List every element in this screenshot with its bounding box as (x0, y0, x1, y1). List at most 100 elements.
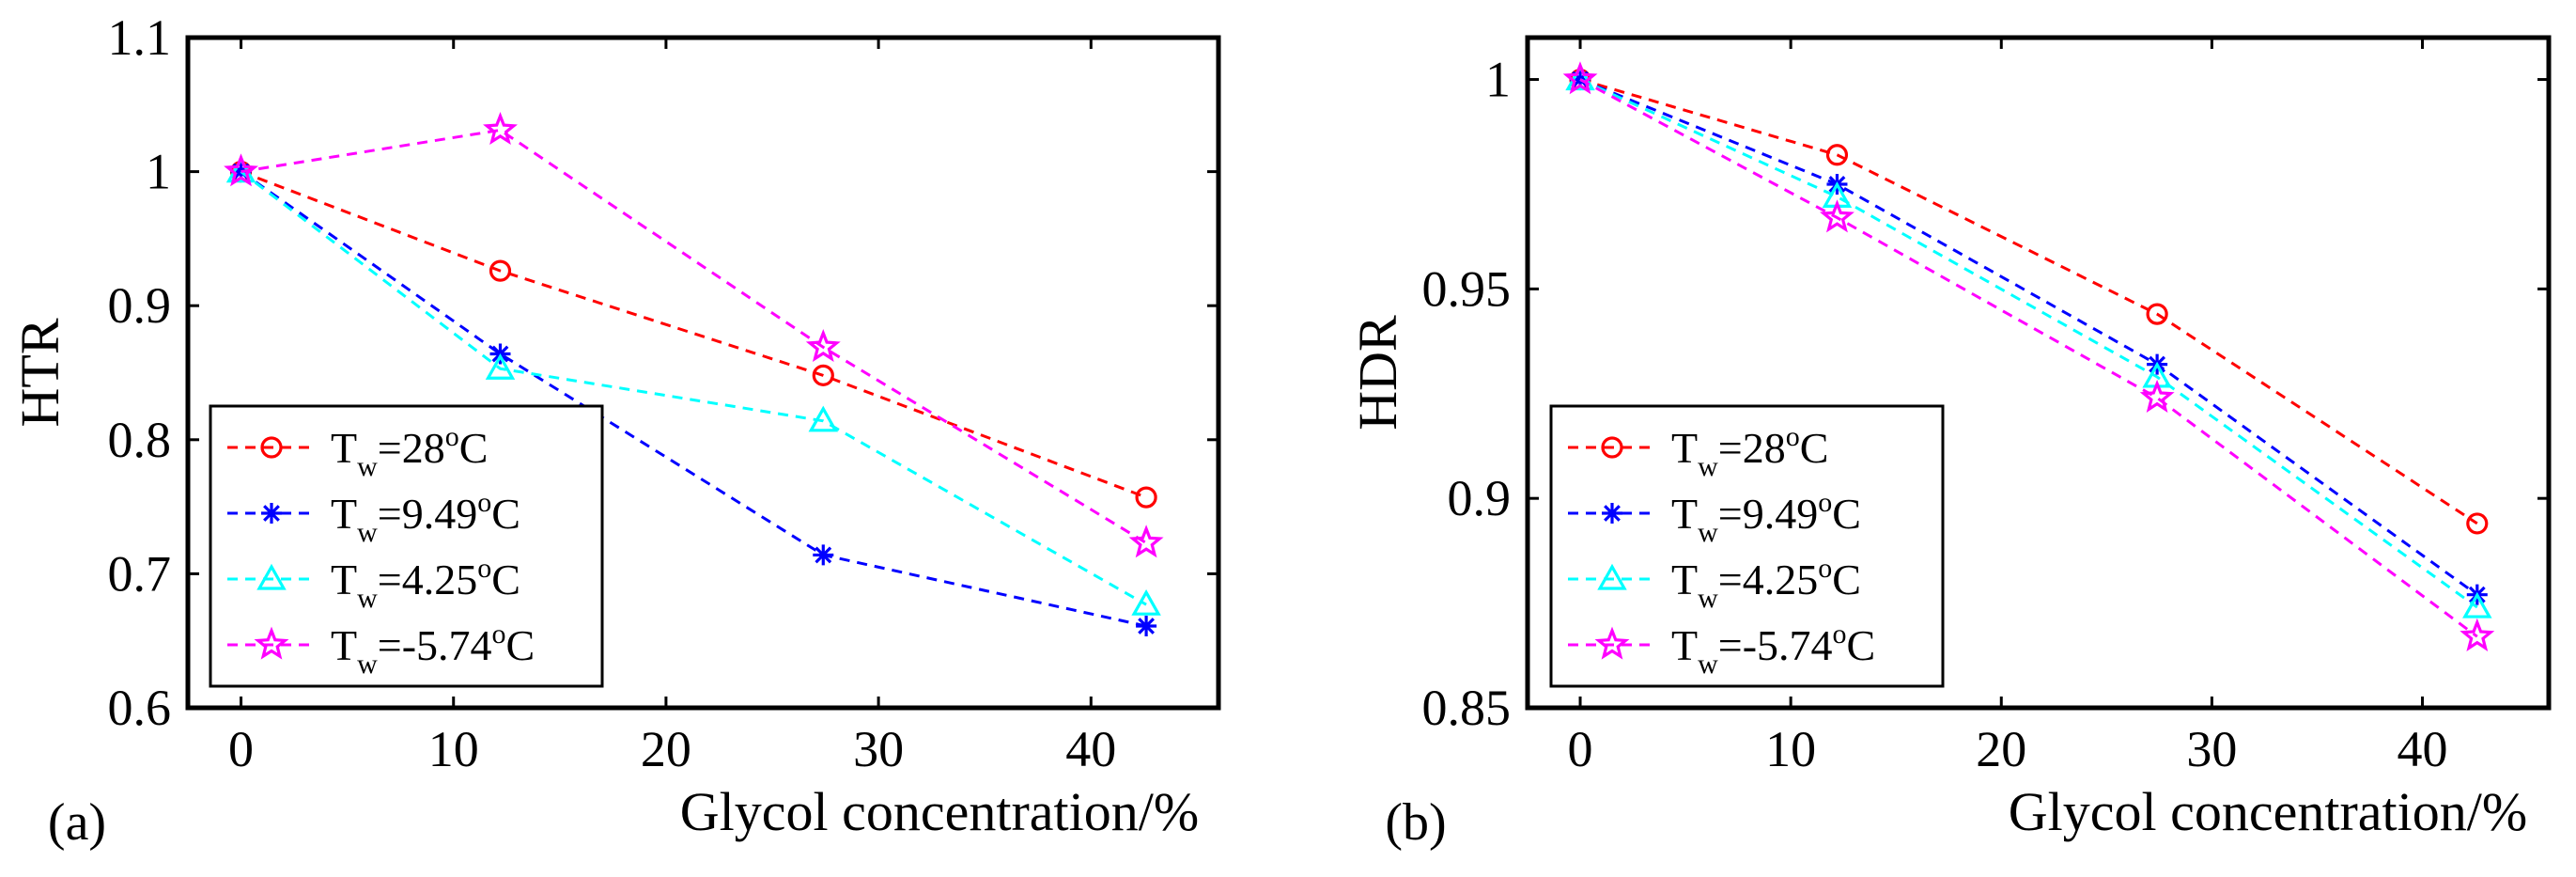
legend-label-val: =4.25 (1718, 556, 1818, 603)
legend-marker (1594, 626, 1630, 660)
legend-label-sub: w (357, 517, 378, 548)
data-point-star (483, 112, 518, 146)
plot-frame (1525, 35, 2552, 711)
y-tick-label: 0.8 (108, 412, 172, 468)
series-line (1579, 78, 2478, 609)
legend-label-unit: C (1832, 556, 1861, 603)
legend-label: Tw=9.49oC (1671, 487, 1861, 548)
y-tick-label: 1 (146, 144, 171, 200)
series-line (241, 128, 1147, 544)
legend-item: Tw=-5.74oC (227, 619, 535, 680)
data-point-asterisk (813, 544, 834, 566)
legend-label-main: T (331, 424, 357, 472)
x-tick-label: 40 (2398, 721, 2448, 777)
legend-label-val: =-5.74 (1718, 621, 1833, 669)
legend-label-sup: o (1818, 553, 1832, 584)
legend-marker (256, 563, 287, 590)
x-tick-label: 20 (1976, 721, 2026, 777)
x-tick-label: 10 (428, 721, 479, 777)
legend-label: Tw=9.49oC (331, 487, 520, 548)
legend-label-main: T (1671, 490, 1698, 538)
series-line (240, 170, 1147, 499)
data-point-star (805, 329, 841, 363)
x-tick-label: 10 (1765, 721, 1816, 777)
y-tick-label: 1 (1485, 52, 1511, 108)
legend-marker (260, 436, 283, 459)
chart-panel-b: 0 10 20 30 40 0.85 0.9 0.95 1 Glycol concentratio… (1347, 35, 2552, 852)
data-point-star (2139, 379, 2175, 413)
legend-label-sub: w (357, 451, 378, 482)
data-point-triangle (808, 405, 839, 432)
legend-label-sub: w (1698, 583, 1718, 614)
y-tick-label: 0.7 (108, 545, 172, 602)
y-tick-label: 0.9 (108, 277, 172, 334)
data-point-circle (489, 259, 512, 282)
legend-label-sub: w (1698, 649, 1718, 680)
data-point-circle (1825, 144, 1849, 166)
series-0 (1569, 68, 2489, 535)
x-axis-label: Glycol concentration/% (680, 781, 1199, 842)
series-3 (224, 112, 1164, 558)
legend-label: Tw=4.25oC (1671, 553, 1861, 614)
legend-marker (1602, 503, 1622, 524)
x-tick-label: 40 (1065, 721, 1116, 777)
plot-frame (185, 35, 1221, 711)
legend-label-main: T (331, 621, 357, 669)
legend-marker (1601, 436, 1623, 459)
legend-label-sup: o (1833, 619, 1847, 650)
legend-label-val: =9.49 (1718, 490, 1818, 538)
legend-label-sub: w (357, 649, 378, 680)
legend-marker (1597, 563, 1627, 590)
legend-label-unit: C (1832, 490, 1861, 538)
x-axis-label: Glycol concentration/% (2009, 781, 2527, 842)
legend-label-sup: o (445, 421, 459, 452)
legend-label-sup: o (492, 619, 506, 650)
legend-label-unit: C (491, 490, 520, 538)
legend-label-sup: o (1786, 421, 1800, 452)
x-tick-label: 0 (228, 721, 254, 777)
legend-label-unit: C (491, 556, 520, 603)
y-tick-label: 0.95 (1422, 260, 1512, 317)
legend-marker (261, 503, 282, 524)
x-tick-label: 20 (641, 721, 691, 777)
x-tick-label: 30 (2186, 721, 2237, 777)
legend-label-unit: C (1800, 424, 1829, 472)
data-point-asterisk (1136, 616, 1157, 637)
legend-label-unit: C (1847, 621, 1876, 669)
data-point-triangle (485, 352, 516, 380)
y-tick-label: 1.1 (108, 9, 172, 66)
legend-label-val: =9.49 (378, 490, 477, 538)
legend-label-sub: w (1698, 451, 1718, 482)
data-point-circle (2466, 512, 2489, 535)
legend-item: Tw=9.49oC (227, 487, 520, 548)
legend-label-sup: o (477, 487, 491, 518)
legend-label-main: T (331, 556, 357, 603)
y-tick-label: 0.9 (1448, 470, 1512, 526)
data-point-triangle (2462, 591, 2492, 619)
panel-label: (b) (1385, 793, 1446, 852)
data-point-triangle (1565, 64, 1595, 91)
legend-label-main: T (1671, 556, 1698, 603)
panel-label: (a) (48, 793, 106, 852)
legend-label-val: =-5.74 (378, 621, 492, 669)
x-tick-label: 0 (1568, 721, 1593, 777)
legend-label-sub: w (357, 583, 378, 614)
data-point-circle (812, 364, 834, 386)
y-tick-label: 0.6 (108, 680, 172, 736)
legend-label-main: T (1671, 621, 1698, 669)
data-point-star (2460, 618, 2495, 651)
legend-label-val: =4.25 (378, 556, 477, 603)
y-axis-label: HTR (9, 318, 70, 427)
chart-panel-a: 0 10 20 30 40 0.6 0.7 0.8 0.9 1 1.1 Glycol concentr… (9, 9, 1221, 852)
data-point-circle (1135, 486, 1157, 509)
legend-label-val: =28 (378, 424, 445, 472)
legend-label-unit: C (459, 424, 489, 472)
legend-item: Tw=4.25oC (227, 553, 520, 614)
data-point-star (224, 153, 258, 187)
legend-item: Tw=28oC (227, 421, 488, 482)
legend-item: Tw=4.25oC (1568, 553, 1861, 614)
legend-item: Tw=-5.74oC (1568, 619, 1875, 680)
